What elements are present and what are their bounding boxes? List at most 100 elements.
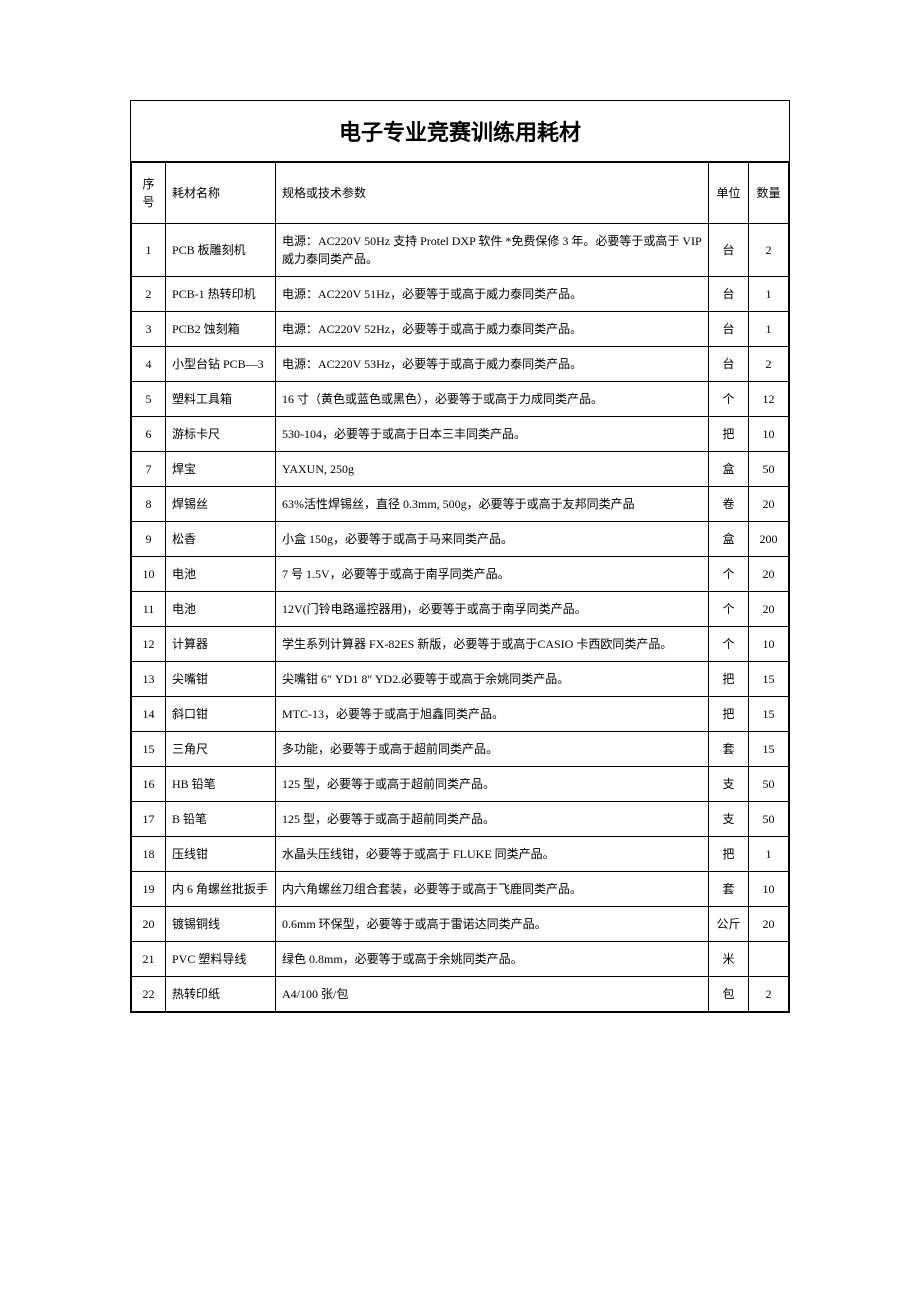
table-row: 1PCB 板雕刻机电源：AC220V 50Hz 支持 Protel DXP 软件… [132, 224, 789, 277]
table-row: 10电池7 号 1.5V，必要等于或高于南孚同类产品。个20 [132, 557, 789, 592]
cell-seq: 7 [132, 452, 166, 487]
cell-spec: 530-104，必要等于或高于日本三丰同类产品。 [276, 417, 709, 452]
table-row: 21PVC 塑料导线绿色 0.8mm，必要等于或高于余姚同类产品。米 [132, 942, 789, 977]
cell-name: HB 铅笔 [166, 767, 276, 802]
cell-unit: 把 [709, 662, 749, 697]
header-spec: 规格或技术参数 [276, 163, 709, 224]
cell-unit: 支 [709, 767, 749, 802]
cell-qty: 15 [749, 697, 789, 732]
cell-seq: 16 [132, 767, 166, 802]
cell-name: 热转印纸 [166, 977, 276, 1012]
cell-seq: 22 [132, 977, 166, 1012]
cell-name: 松香 [166, 522, 276, 557]
cell-spec: YAXUN, 250g [276, 452, 709, 487]
table-row: 20镀锡铜线0.6mm 环保型，必要等于或高于雷诺达同类产品。公斤20 [132, 907, 789, 942]
cell-unit: 把 [709, 697, 749, 732]
cell-spec: 多功能，必要等于或高于超前同类产品。 [276, 732, 709, 767]
header-name: 耗材名称 [166, 163, 276, 224]
cell-name: 斜口钳 [166, 697, 276, 732]
table-header: 序号 耗材名称 规格或技术参数 单位 数量 [132, 163, 789, 224]
cell-seq: 2 [132, 277, 166, 312]
header-row: 序号 耗材名称 规格或技术参数 单位 数量 [132, 163, 789, 224]
cell-qty: 10 [749, 872, 789, 907]
cell-unit: 台 [709, 312, 749, 347]
cell-unit: 套 [709, 732, 749, 767]
cell-name: PVC 塑料导线 [166, 942, 276, 977]
cell-unit: 个 [709, 557, 749, 592]
cell-spec: 绿色 0.8mm，必要等于或高于余姚同类产品。 [276, 942, 709, 977]
cell-seq: 3 [132, 312, 166, 347]
materials-table: 序号 耗材名称 规格或技术参数 单位 数量 1PCB 板雕刻机电源：AC220V… [131, 162, 789, 1012]
cell-name: 游标卡尺 [166, 417, 276, 452]
cell-unit: 盒 [709, 452, 749, 487]
cell-name: 镀锡铜线 [166, 907, 276, 942]
materials-table-container: 电子专业竞赛训练用耗材 序号 耗材名称 规格或技术参数 单位 数量 1PCB 板… [130, 100, 790, 1013]
table-row: 6游标卡尺530-104，必要等于或高于日本三丰同类产品。把10 [132, 417, 789, 452]
cell-unit: 公斤 [709, 907, 749, 942]
cell-qty: 1 [749, 312, 789, 347]
cell-name: 计算器 [166, 627, 276, 662]
table-row: 14斜口钳MTC-13，必要等于或高于旭鑫同类产品。把15 [132, 697, 789, 732]
cell-spec: 125 型，必要等于或高于超前同类产品。 [276, 767, 709, 802]
cell-spec: 16 寸（黄色或蓝色或黑色），必要等于或高于力成同类产品。 [276, 382, 709, 417]
cell-unit: 台 [709, 277, 749, 312]
cell-seq: 13 [132, 662, 166, 697]
cell-spec: 电源：AC220V 52Hz，必要等于或高于威力泰同类产品。 [276, 312, 709, 347]
table-row: 3PCB2 蚀刻箱电源：AC220V 52Hz，必要等于或高于威力泰同类产品。台… [132, 312, 789, 347]
cell-name: 焊锡丝 [166, 487, 276, 522]
cell-qty: 200 [749, 522, 789, 557]
cell-spec: 电源：AC220V 51Hz，必要等于或高于威力泰同类产品。 [276, 277, 709, 312]
cell-qty: 2 [749, 347, 789, 382]
cell-qty: 10 [749, 627, 789, 662]
table-row: 9松香小盒 150g，必要等于或高于马来同类产品。盒200 [132, 522, 789, 557]
cell-seq: 4 [132, 347, 166, 382]
cell-name: PCB2 蚀刻箱 [166, 312, 276, 347]
cell-seq: 6 [132, 417, 166, 452]
cell-spec: 学生系列计算器 FX-82ES 新版，必要等于或高于CASIO 卡西欧同类产品。 [276, 627, 709, 662]
cell-qty: 15 [749, 662, 789, 697]
table-row: 5塑料工具箱16 寸（黄色或蓝色或黑色），必要等于或高于力成同类产品。个12 [132, 382, 789, 417]
table-title: 电子专业竞赛训练用耗材 [131, 101, 789, 162]
table-row: 2PCB-1 热转印机电源：AC220V 51Hz，必要等于或高于威力泰同类产品… [132, 277, 789, 312]
cell-unit: 米 [709, 942, 749, 977]
cell-unit: 个 [709, 627, 749, 662]
cell-name: 压线钳 [166, 837, 276, 872]
cell-unit: 套 [709, 872, 749, 907]
cell-unit: 台 [709, 224, 749, 277]
cell-qty: 10 [749, 417, 789, 452]
cell-seq: 1 [132, 224, 166, 277]
cell-seq: 17 [132, 802, 166, 837]
cell-spec: 水晶头压线钳，必要等于或高于 FLUKE 同类产品。 [276, 837, 709, 872]
cell-spec: 内六角螺丝刀组合套装，必要等于或高于飞鹿同类产品。 [276, 872, 709, 907]
cell-qty: 20 [749, 592, 789, 627]
cell-unit: 把 [709, 417, 749, 452]
cell-spec: MTC-13，必要等于或高于旭鑫同类产品。 [276, 697, 709, 732]
cell-spec: 电源：AC220V 53Hz，必要等于或高于威力泰同类产品。 [276, 347, 709, 382]
cell-qty: 20 [749, 557, 789, 592]
table-row: 12计算器学生系列计算器 FX-82ES 新版，必要等于或高于CASIO 卡西欧… [132, 627, 789, 662]
cell-qty: 1 [749, 837, 789, 872]
cell-unit: 支 [709, 802, 749, 837]
header-unit: 单位 [709, 163, 749, 224]
cell-qty: 20 [749, 907, 789, 942]
cell-qty: 15 [749, 732, 789, 767]
cell-seq: 8 [132, 487, 166, 522]
cell-seq: 15 [132, 732, 166, 767]
header-seq: 序号 [132, 163, 166, 224]
cell-qty: 1 [749, 277, 789, 312]
cell-unit: 包 [709, 977, 749, 1012]
table-row: 19内 6 角螺丝批扳手内六角螺丝刀组合套装，必要等于或高于飞鹿同类产品。套10 [132, 872, 789, 907]
cell-unit: 把 [709, 837, 749, 872]
cell-qty: 2 [749, 224, 789, 277]
table-row: 8焊锡丝63%活性焊锡丝，直径 0.3mm, 500g，必要等于或高于友邦同类产… [132, 487, 789, 522]
cell-name: 电池 [166, 592, 276, 627]
cell-name: PCB 板雕刻机 [166, 224, 276, 277]
cell-qty: 20 [749, 487, 789, 522]
cell-qty: 50 [749, 767, 789, 802]
cell-unit: 台 [709, 347, 749, 382]
cell-seq: 5 [132, 382, 166, 417]
cell-qty: 50 [749, 452, 789, 487]
cell-name: 焊宝 [166, 452, 276, 487]
cell-spec: 125 型，必要等于或高于超前同类产品。 [276, 802, 709, 837]
cell-name: 小型台钻 PCB—3 [166, 347, 276, 382]
